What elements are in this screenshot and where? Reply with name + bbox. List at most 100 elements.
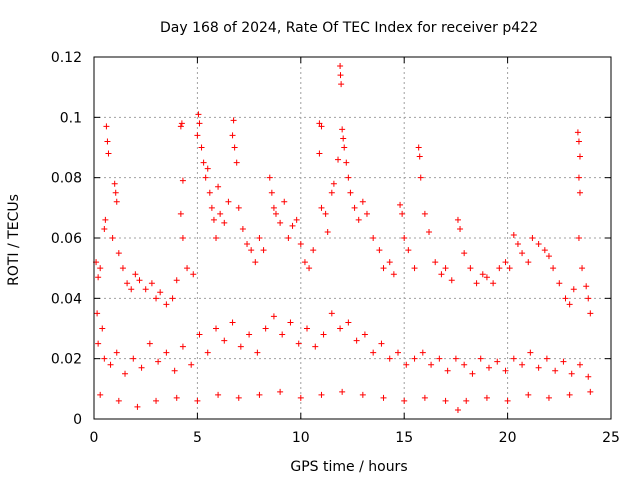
y-tick-label: 0.08 (51, 171, 82, 187)
data-point (519, 250, 526, 257)
data-point (281, 198, 288, 205)
data-point (494, 358, 501, 365)
data-point (467, 265, 474, 272)
data-point (576, 189, 583, 196)
data-point (310, 247, 317, 254)
data-point (210, 216, 217, 223)
data-point (575, 138, 582, 145)
data-point (277, 219, 284, 226)
x-tick-label: 20 (499, 430, 517, 446)
data-point (173, 277, 180, 284)
data-point (585, 295, 592, 302)
data-point (221, 337, 228, 344)
data-point (169, 295, 176, 302)
data-point (104, 138, 111, 145)
data-point (130, 355, 137, 362)
data-point (535, 364, 542, 371)
data-point (442, 397, 449, 404)
data-point (239, 225, 246, 232)
data-point (215, 183, 222, 190)
data-point (316, 150, 323, 157)
data-point (552, 367, 559, 374)
data-point (324, 228, 331, 235)
data-point (173, 394, 180, 401)
data-point (138, 364, 145, 371)
data-point (529, 235, 536, 241)
data-point (394, 349, 401, 356)
data-point (347, 189, 354, 196)
data-point (448, 277, 455, 284)
data-point (316, 120, 323, 127)
data-point (229, 319, 236, 326)
data-point (545, 253, 552, 260)
x-tick-label: 0 (90, 430, 99, 446)
data-point (213, 325, 220, 332)
data-point (535, 241, 542, 248)
y-axis-label: ROTI / TECUs (6, 194, 22, 286)
data-point (574, 129, 581, 136)
data-point (101, 355, 108, 362)
data-point (399, 210, 406, 217)
data-point (179, 343, 186, 350)
data-point (330, 180, 337, 187)
data-point (196, 331, 203, 338)
data-point (426, 228, 433, 235)
data-point (208, 204, 215, 211)
data-point (335, 156, 342, 163)
data-point (136, 277, 143, 284)
data-point (124, 280, 131, 287)
data-point (103, 123, 110, 130)
data-point (452, 355, 459, 362)
data-point (146, 340, 153, 347)
data-point (178, 120, 185, 127)
data-point (587, 388, 594, 395)
data-point (363, 210, 370, 217)
data-point (105, 150, 112, 157)
data-point (293, 216, 300, 223)
data-point (184, 265, 191, 272)
data-point (101, 225, 108, 232)
data-point (287, 319, 294, 326)
data-point (246, 331, 253, 338)
axis-ticks: 0 5 10 15 20 25 0 0.02 0.04 0.06 0.08 0.1 0.12 (51, 50, 620, 446)
data-point (312, 343, 319, 350)
data-point (277, 388, 284, 395)
x-tick-label: 10 (292, 430, 310, 446)
data-point (111, 180, 118, 187)
data-point (337, 63, 344, 70)
data-point (153, 295, 160, 302)
data-point (229, 132, 236, 139)
data-point (188, 361, 195, 368)
data-point (272, 210, 279, 217)
data-point (525, 391, 532, 398)
data-point (510, 355, 517, 362)
y-tick-label: 0.04 (51, 291, 82, 307)
data-point (128, 286, 135, 293)
data-point (113, 198, 120, 205)
data-point (206, 189, 213, 196)
data-point (341, 144, 348, 151)
data-point (436, 355, 443, 362)
data-point (194, 397, 201, 404)
data-point (380, 394, 387, 401)
data-point (244, 241, 251, 248)
data-point (177, 210, 184, 217)
data-point (457, 225, 464, 232)
data-point (279, 331, 286, 338)
data-point (479, 271, 486, 278)
data-point (444, 367, 451, 374)
data-point (419, 349, 426, 356)
data-point (390, 271, 397, 278)
data-point (285, 235, 292, 241)
data-point (461, 361, 468, 368)
y-tick-label: 0.1 (60, 110, 82, 126)
data-point (204, 165, 211, 172)
data-point (119, 265, 126, 272)
data-point (556, 280, 563, 287)
data-point (343, 159, 350, 166)
data-point (525, 259, 532, 266)
data-point (215, 391, 222, 398)
data-point (490, 280, 497, 287)
data-point (386, 259, 393, 266)
data-point (155, 358, 162, 365)
